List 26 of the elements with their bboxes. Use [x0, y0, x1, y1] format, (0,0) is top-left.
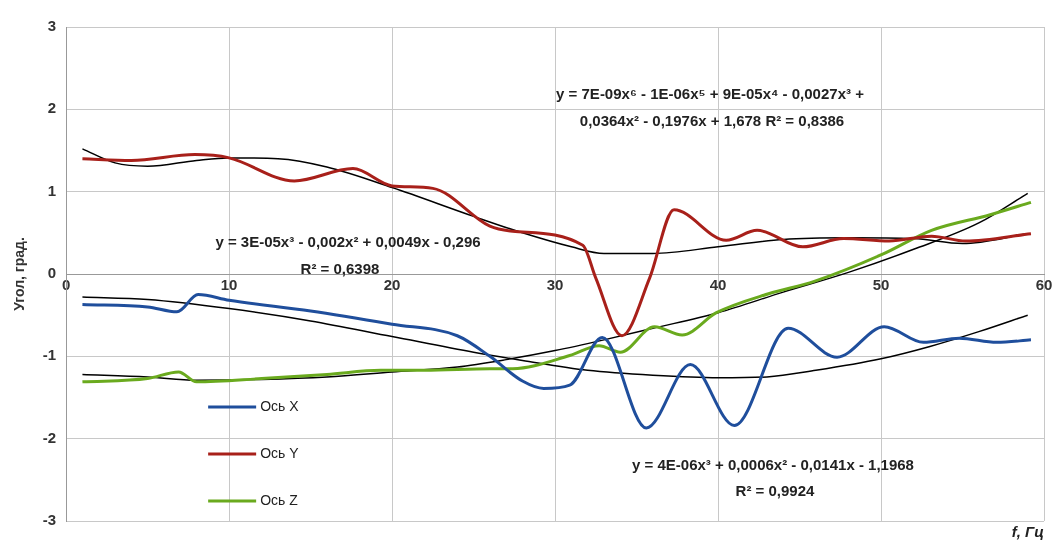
y-tick-label: -3	[42, 511, 57, 529]
y-tick-label: -2	[42, 428, 57, 446]
y-tick-label: 2	[47, 99, 57, 117]
y-tick-label: 1	[47, 181, 57, 199]
annotation: y = 4E-06x³ + 0,0006x² - 0,0141x - 1,1968	[632, 456, 914, 474]
line-series	[80, 153, 1033, 338]
x-tick-label: 40	[709, 276, 727, 294]
annotation: R² = 0,9924	[735, 482, 816, 500]
annotation: 0,0364x² - 0,1976x + 1,678 R² = 0,8386	[579, 112, 845, 130]
legend-label: Ось Z	[260, 491, 299, 508]
line-series	[80, 293, 1033, 430]
annotation: y = 3E-05x³ - 0,002x² + 0,0049x - 0,296	[215, 233, 481, 251]
y-axis-title: Угол, град.	[11, 237, 28, 311]
x-axis-title: f, Гц	[1011, 523, 1044, 540]
x-tick-label: 30	[546, 276, 564, 294]
x-tick-label: 50	[872, 276, 890, 294]
legend-label: Ось Y	[260, 444, 300, 461]
legend-label: Ось X	[260, 397, 300, 414]
annotation: R² = 0,6398	[300, 260, 380, 278]
annotation: y = 7E-09x⁶ - 1E-06x⁵ + 9E-05x⁴ - 0,0027x³ +	[556, 85, 865, 103]
x-tick-label: 60	[1035, 276, 1053, 294]
x-tick-label: 10	[220, 276, 238, 294]
y-tick-label: -1	[42, 346, 57, 364]
y-tick-label: 3	[47, 17, 57, 35]
y-tick-label: 0	[47, 264, 57, 282]
x-tick-label: 20	[383, 276, 401, 294]
